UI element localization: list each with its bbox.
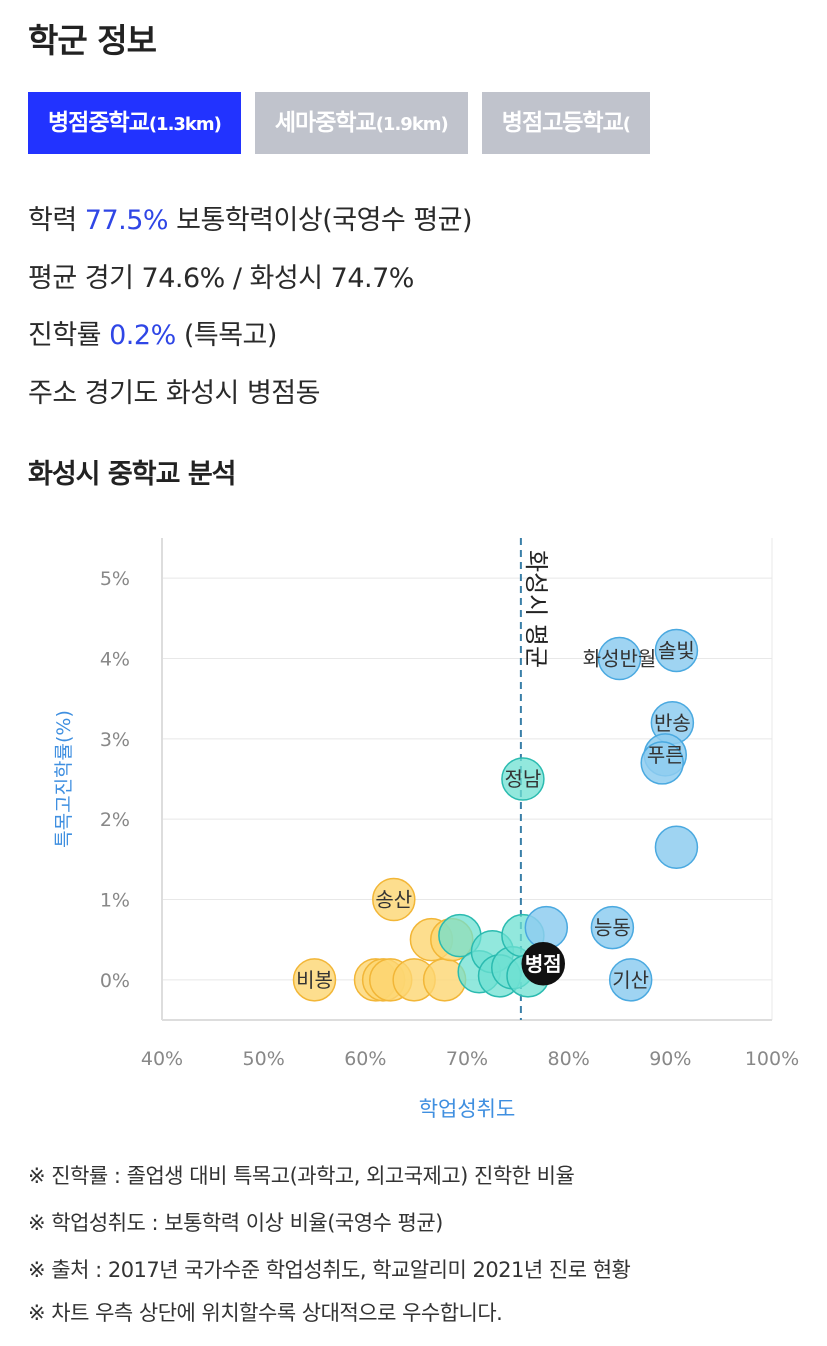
section-title: 화성시 중학교 분석 — [28, 459, 237, 490]
academic-info: 학력 77.5% 보통학력이상(국영수 평균) — [28, 198, 473, 237]
points-layer — [292, 628, 699, 1002]
average-info: 평균 경기 74.6% / 화성시 74.7% — [28, 263, 414, 294]
data-point-label: 푸른 — [647, 743, 684, 767]
data-point — [654, 628, 699, 673]
note-1: ※ 진학률 : 졸업생 대비 특목고(과학고, 외고국제고) 진학한 비율 — [28, 1164, 575, 1188]
academic-value: 77.5% — [84, 205, 169, 236]
y-tick-label: 5% — [100, 568, 130, 590]
academic-label: 학력 — [28, 205, 77, 236]
x-tick-label: 40% — [141, 1048, 183, 1070]
data-point-label: 송산 — [375, 888, 412, 912]
data-point-label: 기산 — [612, 968, 649, 992]
note-4: ※ 차트 우측 상단에 위치할수록 상대적으로 우수합니다. — [28, 1301, 503, 1325]
page-title: 학군 정보 — [28, 21, 157, 60]
y-tick-label: 2% — [100, 809, 130, 831]
data-point — [608, 958, 653, 1002]
tab-school-3-distance: ( — [622, 114, 631, 135]
y-tick-label: 4% — [100, 649, 130, 671]
address-info: 주소 경기도 화성시 병점동 — [28, 378, 321, 409]
axis-layer: 0% 1% 2% 3% 4% 5% 40% 50% 60% 70% 80% 90% 100% 학업성취도 특… — [53, 538, 799, 1121]
x-tick-label: 50% — [243, 1048, 285, 1070]
tab-school-3-name: 병점고등학교 — [501, 110, 624, 136]
y-tick-label: 1% — [100, 890, 130, 912]
tab-school-2-name: 세마중학교 — [274, 110, 377, 136]
advancement-suffix: (특목고) — [183, 320, 278, 351]
tab-school-2[interactable]: 세마중학교(1.9km) — [254, 92, 468, 154]
academic-suffix: 보통학력이상(국영수 평균) — [176, 205, 473, 236]
data-point — [292, 958, 337, 1002]
tab-school-1-distance: (1.3km) — [148, 114, 222, 135]
tab-school-1-name: 병점중학교 — [48, 110, 150, 136]
data-point-label: 병점 — [525, 952, 562, 976]
advancement-info: 진학률 0.2% (특목고) — [28, 313, 277, 352]
x-tick-label: 60% — [344, 1048, 386, 1070]
x-tick-label: 100% — [745, 1048, 799, 1070]
advancement-value: 0.2% — [109, 320, 176, 351]
note-2: ※ 학업성취도 : 보통학력 이상 비율(국영수 평균) — [28, 1211, 443, 1235]
data-point-label: 정남 — [505, 767, 542, 791]
scatter-chart: 0% 1% 2% 3% 4% 5% 40% 50% 60% 70% 80% 90% 100% 학업성취도 특… — [53, 538, 799, 1121]
advancement-label: 진학률 — [28, 320, 102, 351]
data-point — [654, 825, 699, 870]
x-tick-label: 70% — [446, 1048, 488, 1070]
y-axis-title: 특목고진학률(%) — [53, 710, 75, 848]
x-axis-title: 학업성취도 — [419, 1097, 516, 1121]
data-point-label: 솔빛 — [658, 638, 695, 662]
x-tick-label: 80% — [548, 1048, 590, 1070]
data-point-label: 반송 — [654, 711, 691, 735]
data-point-label: 화성반월 — [583, 647, 657, 671]
data-point-label: 비봉 — [296, 968, 333, 992]
data-point — [597, 636, 642, 681]
data-point — [372, 877, 416, 922]
data-point-label: 능동 — [594, 916, 631, 940]
y-tick-label: 3% — [100, 729, 130, 751]
tab-school-3[interactable]: 병점고등학교( — [481, 92, 650, 154]
y-tick-label: 0% — [100, 970, 130, 992]
grid-layer — [162, 538, 773, 1020]
average-reference-label: 화성시 평균 — [522, 550, 550, 668]
data-point — [590, 905, 635, 950]
tab-school-2-distance: (1.9km) — [375, 114, 449, 135]
school-tabs: 병점중학교(1.3km) 세마중학교(1.9km) 병점고등학교( — [28, 92, 808, 156]
data-point — [501, 757, 545, 801]
data-point — [640, 741, 684, 785]
x-tick-label: 90% — [649, 1048, 691, 1070]
note-3: ※ 출처 : 2017년 국가수준 학업성취도, 학교알리미 2021년 진로 … — [28, 1258, 631, 1282]
tab-school-1[interactable]: 병점중학교(1.3km) — [28, 92, 241, 154]
data-point — [521, 942, 565, 986]
